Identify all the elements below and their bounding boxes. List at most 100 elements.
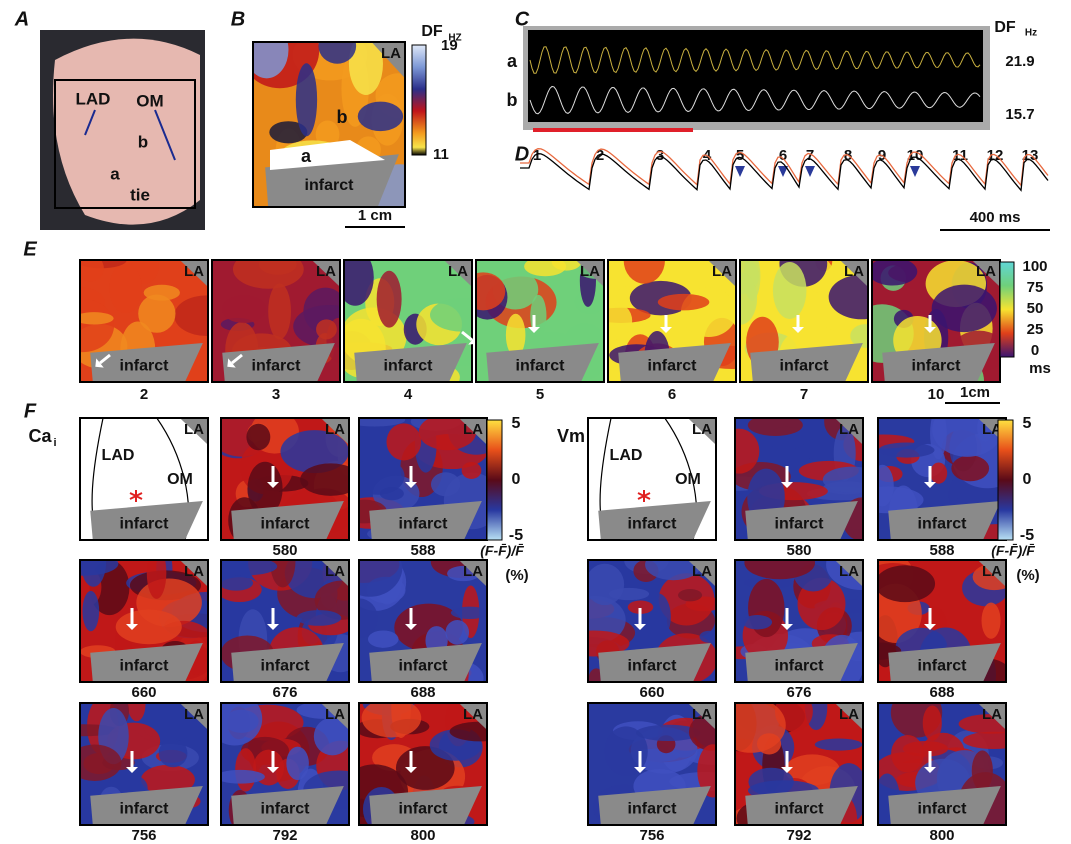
label: 792 — [272, 827, 297, 844]
label: 3 — [272, 386, 280, 403]
label: infarct — [648, 357, 698, 374]
label: LA — [381, 45, 401, 62]
label: LA — [692, 706, 712, 723]
colorbar — [998, 420, 1013, 540]
map-blob — [875, 565, 935, 602]
label: 5 — [736, 147, 744, 164]
label: E — [23, 238, 37, 260]
map-blob — [358, 102, 403, 131]
label: infarct — [261, 657, 311, 674]
map-blob — [362, 698, 422, 737]
map-blob — [445, 620, 469, 645]
map-blob — [450, 722, 511, 742]
label: 588 — [410, 542, 435, 559]
label: 5 — [512, 415, 521, 432]
label: 800 — [410, 827, 435, 844]
label: LA — [184, 563, 204, 580]
map-blob — [368, 630, 399, 647]
map-blob — [82, 591, 99, 631]
label: a — [507, 51, 518, 71]
label: 660 — [131, 684, 156, 701]
map-blob — [147, 547, 167, 599]
label: b — [138, 132, 148, 151]
map-blob — [377, 271, 402, 328]
label: DF — [421, 23, 443, 40]
colorbar — [1000, 262, 1014, 357]
label: LA — [463, 421, 483, 438]
label: 676 — [786, 684, 811, 701]
map-blob — [345, 413, 406, 426]
map-blob — [932, 285, 997, 332]
label: (F-F̄)/F̄ — [991, 542, 1035, 559]
label: 588 — [929, 542, 954, 559]
label: 1cm — [960, 384, 990, 401]
beat-marker — [735, 166, 745, 177]
map-blob — [462, 462, 482, 479]
map-blob — [77, 255, 103, 282]
map-blob — [930, 462, 947, 483]
label: a — [110, 164, 120, 183]
label: 580 — [786, 542, 811, 559]
label: OM — [675, 471, 701, 488]
label: (%) — [1016, 567, 1039, 584]
label: (%) — [505, 567, 528, 584]
label: 11 — [433, 146, 449, 163]
label: 3 — [656, 147, 664, 164]
label: LA — [463, 706, 483, 723]
label: LA — [184, 421, 204, 438]
label: Ca — [28, 426, 52, 446]
label: infarct — [399, 515, 449, 532]
map-blob — [815, 739, 863, 751]
label: 5 — [536, 386, 544, 403]
label: LA — [463, 563, 483, 580]
label: LA — [580, 263, 600, 280]
label: b — [337, 107, 348, 127]
map-blob — [963, 732, 1024, 749]
map-blob — [982, 602, 1001, 638]
map-blob — [645, 593, 671, 640]
colorbar — [487, 420, 502, 540]
label: LA — [325, 706, 345, 723]
label: 0 — [1031, 342, 1039, 359]
label: infarct — [918, 800, 968, 817]
label: infarct — [628, 657, 678, 674]
map-blob — [823, 467, 882, 493]
label: 10 — [928, 386, 945, 403]
map-blob — [245, 21, 289, 78]
label: 15.7 — [1005, 106, 1034, 123]
label: 75 — [1027, 279, 1044, 296]
beat-marker — [910, 166, 920, 177]
map-blob — [235, 748, 256, 791]
figure: ALADOMbatieBLAinfarctbaDFHZ19111 cmCabDF… — [0, 0, 1071, 844]
label: 7 — [800, 386, 808, 403]
map-blob — [296, 610, 341, 626]
trace-bg — [528, 30, 983, 122]
map-blob — [216, 770, 265, 784]
label: 0 — [1023, 471, 1032, 488]
label: 1 cm — [358, 207, 392, 224]
label: F — [24, 400, 37, 422]
label: 792 — [786, 827, 811, 844]
map-blob — [300, 463, 361, 495]
map-blob — [386, 423, 421, 460]
map-blob — [246, 424, 270, 450]
label: 400 ms — [970, 209, 1021, 226]
label: 756 — [131, 827, 156, 844]
map-blob — [51, 299, 114, 352]
label: A — [14, 8, 29, 30]
label: infarct — [261, 800, 311, 817]
map-blob — [219, 576, 253, 591]
label: LA — [982, 706, 1002, 723]
map-blob — [743, 615, 773, 629]
map-blob — [259, 254, 297, 275]
map-blob — [207, 692, 262, 745]
label: LAD — [102, 447, 135, 464]
map-blob — [552, 253, 582, 271]
label: infarct — [775, 800, 825, 817]
label: 688 — [410, 684, 435, 701]
label: 660 — [639, 684, 664, 701]
map — [50, 688, 240, 844]
label: infarct — [399, 657, 449, 674]
label: (F-F̄)/F̄ — [480, 542, 524, 559]
label: infarct — [918, 515, 968, 532]
